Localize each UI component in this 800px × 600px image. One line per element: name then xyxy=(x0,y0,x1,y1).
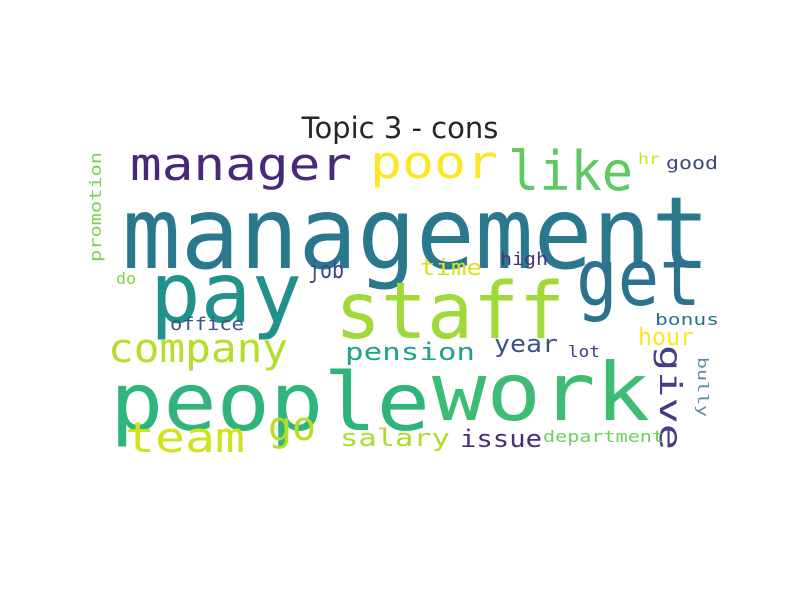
word-get: get xyxy=(576,234,701,324)
word-high: high xyxy=(500,249,548,270)
word-promotion: promotion xyxy=(86,152,105,262)
word-management: management xyxy=(122,175,710,292)
word-year: year xyxy=(494,330,558,358)
word-good: good xyxy=(666,153,718,174)
word-staff: staff xyxy=(335,267,565,357)
chart-title: Topic 3 - cons xyxy=(301,111,499,145)
word-work: work xyxy=(432,346,650,439)
word-poor: poor xyxy=(370,136,498,189)
word-go: go xyxy=(268,404,316,450)
word-pay: pay xyxy=(150,244,302,342)
word-salary: salary xyxy=(340,424,450,452)
word-job: job xyxy=(308,256,344,284)
word-people: people xyxy=(110,356,430,449)
word-hour: hour xyxy=(638,323,694,351)
word-bully: bully xyxy=(694,357,710,417)
word-bonus: bonus xyxy=(655,310,719,329)
word-lot: lot xyxy=(568,342,600,361)
word-department: department xyxy=(543,427,664,446)
word-office: office xyxy=(170,314,244,335)
word-team: team xyxy=(125,413,245,462)
word-issue: issue xyxy=(460,425,542,453)
word-manager: manager xyxy=(130,138,352,191)
word-do: do xyxy=(116,269,136,288)
word-time: time xyxy=(420,256,482,281)
word-give: give xyxy=(652,345,687,450)
word-company: company xyxy=(108,326,288,372)
word-pension: pension xyxy=(345,338,475,366)
word-hr: hr xyxy=(638,150,660,168)
word-like: like xyxy=(508,140,633,203)
